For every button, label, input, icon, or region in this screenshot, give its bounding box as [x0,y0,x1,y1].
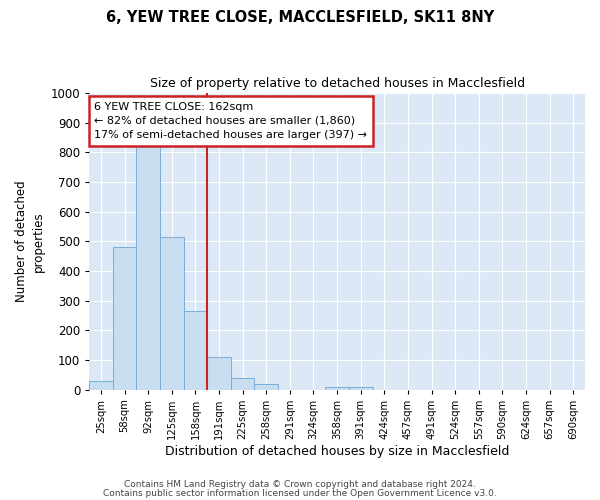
Bar [349,386,373,390]
Bar [160,237,184,390]
Bar [184,311,207,390]
Bar [136,146,160,390]
Bar [207,357,231,390]
Y-axis label: Number of detached
properties: Number of detached properties [15,180,45,302]
Title: Size of property relative to detached houses in Macclesfield: Size of property relative to detached ho… [149,78,524,90]
Bar [325,386,349,390]
Text: 6, YEW TREE CLOSE, MACCLESFIELD, SK11 8NY: 6, YEW TREE CLOSE, MACCLESFIELD, SK11 8N… [106,10,494,25]
X-axis label: Distribution of detached houses by size in Macclesfield: Distribution of detached houses by size … [165,444,509,458]
Bar [231,378,254,390]
Text: 6 YEW TREE CLOSE: 162sqm
← 82% of detached houses are smaller (1,860)
17% of sem: 6 YEW TREE CLOSE: 162sqm ← 82% of detach… [94,102,367,140]
Bar [89,380,113,390]
Text: Contains public sector information licensed under the Open Government Licence v3: Contains public sector information licen… [103,488,497,498]
Bar [254,384,278,390]
Text: Contains HM Land Registry data © Crown copyright and database right 2024.: Contains HM Land Registry data © Crown c… [124,480,476,489]
Bar [113,247,136,390]
